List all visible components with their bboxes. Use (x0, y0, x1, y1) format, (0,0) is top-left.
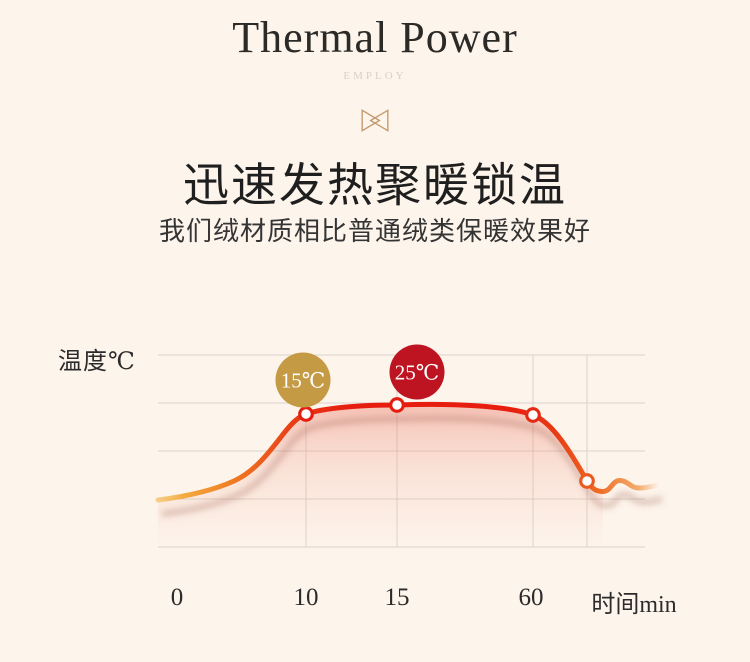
x-tick-10: 10 (293, 584, 319, 611)
section-eyebrow: EMPLOY (343, 70, 407, 82)
curve-area-fill (158, 404, 603, 562)
badge-25c-label: 25℃ (395, 361, 440, 385)
feature-heading: 迅速发热聚暖锁温 (183, 160, 567, 211)
badge-25c: 25℃ (389, 344, 445, 400)
data-point-marker-60min (525, 407, 541, 423)
temperature-chart: 15℃ 25℃ (0, 330, 750, 630)
x-tick-15: 15 (384, 584, 410, 611)
bowtie-icon (360, 109, 390, 137)
x-tick-0: 0 (170, 584, 184, 611)
data-point-marker-drop (579, 473, 595, 489)
chart-x-axis-label: 时间min (591, 592, 677, 618)
data-point-marker-10min (298, 406, 314, 422)
chart-y-axis-label: 温度℃ (58, 349, 136, 375)
data-point-marker-15min (389, 397, 405, 413)
feature-subheading: 我们绒材质相比普通绒类保暖效果好 (158, 216, 591, 246)
badge-15c: 15℃ (275, 352, 331, 408)
temperature-chart-svg: 15℃ 25℃ (155, 344, 663, 562)
temperature-curve (155, 401, 661, 503)
badge-15c-label: 15℃ (281, 369, 326, 393)
section-title: Thermal Power (232, 13, 518, 62)
curve-shadow (161, 415, 663, 517)
x-tick-60: 60 (518, 584, 544, 611)
